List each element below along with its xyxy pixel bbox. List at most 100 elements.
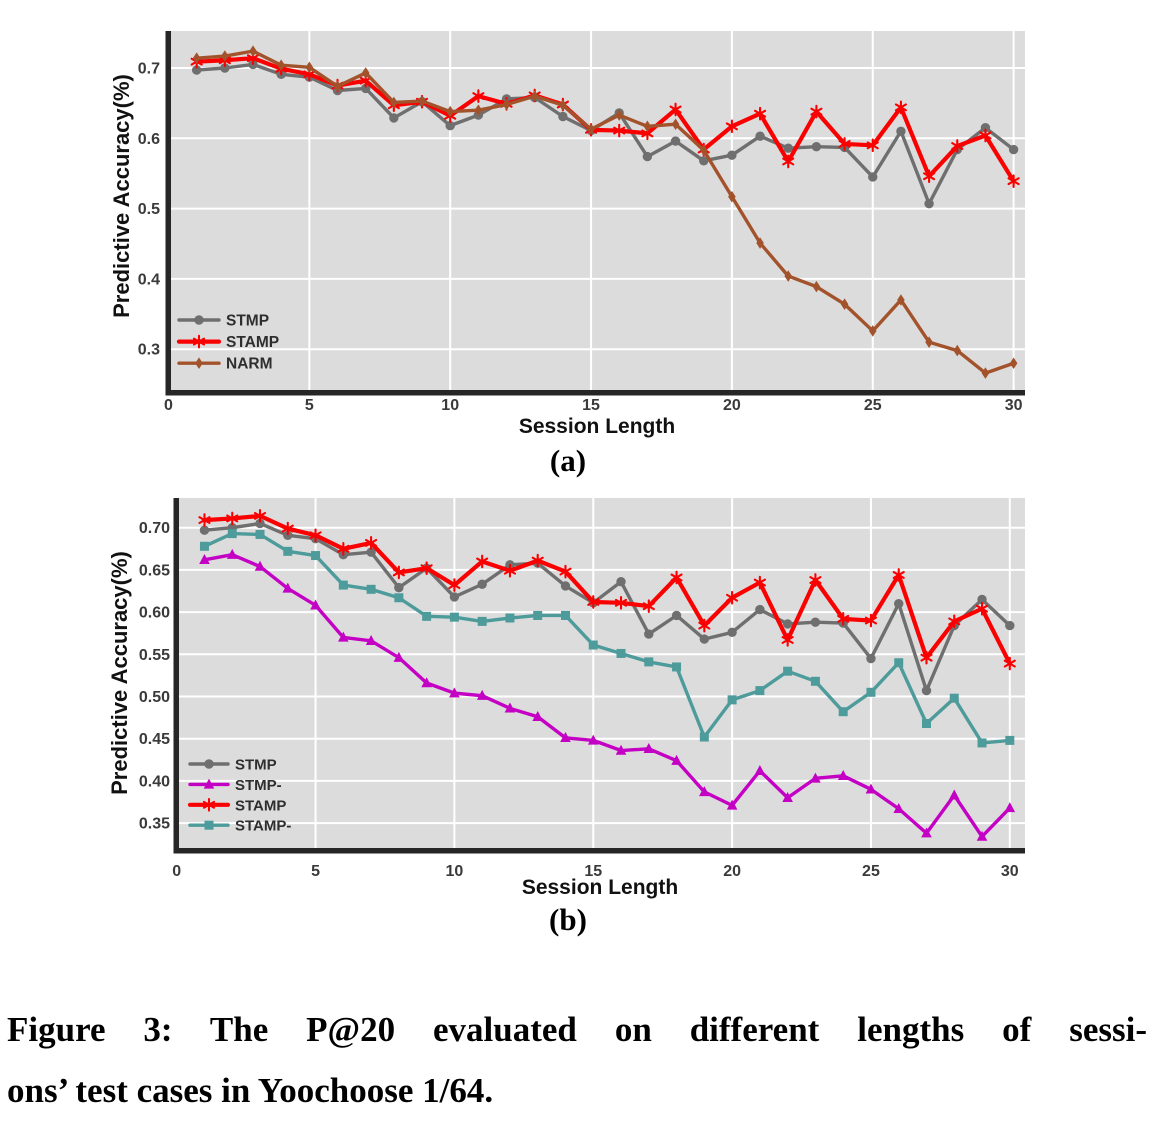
marker-star <box>392 565 405 580</box>
x-tick-label: 20 <box>723 397 741 414</box>
plot-area-b <box>173 498 1025 848</box>
marker-diamond <box>615 109 624 121</box>
marker-star <box>726 590 739 605</box>
marker-star <box>448 578 461 592</box>
marker-triangle <box>615 744 627 755</box>
x-tick-label: 10 <box>446 863 464 880</box>
marker-circle <box>477 579 487 589</box>
marker-star <box>810 104 823 119</box>
marker-star <box>782 154 795 169</box>
marker-square <box>560 610 570 620</box>
marker-square <box>227 529 237 539</box>
marker-square <box>616 648 626 658</box>
marker-circle <box>445 120 455 131</box>
marker-square <box>1005 735 1015 745</box>
series-line <box>202 531 1012 745</box>
legend-entry-STAMP: STAMP <box>187 797 286 814</box>
x-tick-label: 0 <box>172 863 181 880</box>
marker-diamond <box>812 280 821 293</box>
marker-diamond <box>840 298 849 311</box>
marker-triangle <box>782 791 793 802</box>
marker-star <box>920 650 933 665</box>
marker-circle <box>980 123 991 133</box>
x-tick-label: 25 <box>864 397 882 414</box>
marker-star <box>559 564 572 579</box>
subfigure-label-a: (a) <box>549 443 587 478</box>
marker-diamond <box>925 336 933 348</box>
marker-circle <box>199 525 210 535</box>
legend-label: STMP <box>235 757 277 774</box>
marker-triangle <box>699 786 710 797</box>
marker-triangle <box>254 560 266 571</box>
marker-diamond <box>195 357 203 369</box>
marker-star <box>894 100 907 115</box>
marker-diamond <box>868 325 877 337</box>
marker-diamond <box>671 118 680 131</box>
legend-b: STMP STMP- STAMP STAMP- <box>187 757 291 835</box>
marker-circle <box>896 126 906 136</box>
plot-area-a <box>165 31 1025 390</box>
marker-diamond <box>784 270 793 282</box>
marker-square <box>533 610 543 620</box>
marker-diamond <box>643 120 652 133</box>
y-tick-label: 0.55 <box>139 647 170 664</box>
marker-star <box>948 614 961 629</box>
marker-diamond <box>699 144 708 157</box>
marker-circle <box>868 172 878 182</box>
marker-triangle <box>865 783 877 794</box>
marker-diamond <box>221 50 229 62</box>
marker-square <box>894 658 904 668</box>
marker-star <box>698 618 711 633</box>
series-b-STAMP <box>198 509 1016 671</box>
marker-square <box>783 666 793 676</box>
tick-labels-a: 0 5 10 15 20 25 30 0.3 0.4 0.5 0.6 0.7 <box>138 61 1023 415</box>
x-tick-label: 15 <box>582 397 600 414</box>
marker-diamond <box>474 104 483 116</box>
marker-circle <box>394 582 404 593</box>
marker-circle <box>810 617 821 627</box>
marker-square <box>755 686 765 696</box>
marker-square <box>477 616 487 626</box>
legend-label: STMP- <box>235 777 282 794</box>
legend-entry-NARM: NARM <box>177 356 273 373</box>
marker-triangle <box>1004 802 1016 813</box>
marker-triangle <box>504 702 516 713</box>
marker-circle <box>642 151 653 162</box>
marker-circle <box>204 759 214 769</box>
series-line <box>194 49 1016 375</box>
series-a-NARM <box>192 45 1018 379</box>
marker-square <box>449 612 459 622</box>
marker-circle <box>783 143 793 153</box>
marker-diamond <box>502 98 511 111</box>
marker-star <box>725 119 738 134</box>
marker-star <box>837 612 850 626</box>
marker-circle <box>670 136 681 146</box>
marker-star <box>472 89 485 103</box>
marker-square <box>977 738 987 748</box>
x-tick-label: 30 <box>1005 397 1023 414</box>
marker-circle <box>255 518 265 529</box>
marker-triangle <box>226 548 238 559</box>
legend-label: STAMP <box>226 334 279 351</box>
marker-circle <box>782 619 793 629</box>
marker-circle <box>366 547 376 557</box>
marker-circle <box>449 592 460 602</box>
marker-triangle <box>282 582 294 593</box>
marker-square <box>255 529 265 539</box>
marker-star <box>613 123 626 138</box>
legend-label: STAMP- <box>235 818 291 835</box>
marker-diamond <box>587 123 595 135</box>
marker-star <box>1003 656 1016 671</box>
series-b-STAMP- <box>199 529 1015 748</box>
marker-star <box>202 797 216 812</box>
marker-square <box>644 657 654 667</box>
marker-triangle <box>365 634 377 645</box>
marker-star <box>337 541 350 556</box>
marker-star <box>669 102 682 117</box>
marker-square <box>727 695 737 705</box>
x-tick-label: 25 <box>862 863 880 880</box>
marker-square <box>199 541 209 551</box>
marker-triangle <box>199 553 210 564</box>
marker-triangle <box>948 789 960 800</box>
y-tick-label: 0.45 <box>139 731 170 748</box>
